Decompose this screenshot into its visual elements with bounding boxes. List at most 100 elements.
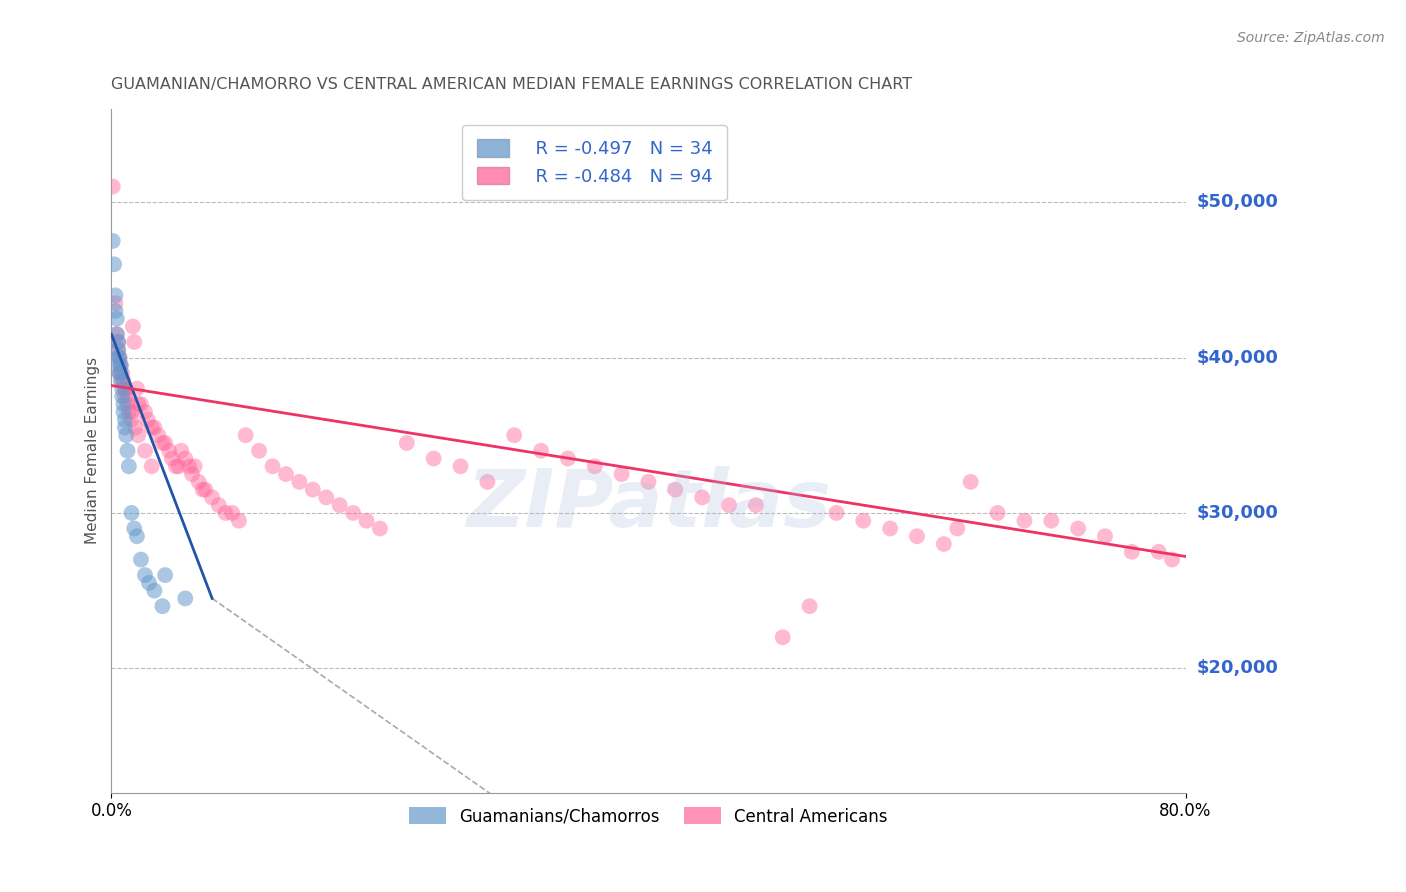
Point [987,506,1010,520]
Point [105,327,128,342]
Point [342,506,364,520]
Point [107,334,129,349]
Point [112,405,135,419]
Point [110,359,132,373]
Point [121,506,143,520]
Point [121,405,143,419]
Point [1121,545,1143,559]
Point [959,475,981,489]
Point [179,459,201,474]
Point [274,467,297,481]
Point [690,491,713,505]
Point [101,234,124,248]
Point [110,366,132,380]
Point [110,359,132,373]
Point [946,521,969,535]
Point [134,568,156,582]
Point [101,179,124,194]
Point [143,583,166,598]
Point [825,506,848,520]
Point [111,374,134,388]
Title: GUAMANIAN/CHAMORRO VS CENTRAL AMERICAN MEDIAN FEMALE EARNINGS CORRELATION CHART: GUAMANIAN/CHAMORRO VS CENTRAL AMERICAN M… [111,78,912,93]
Point [127,397,149,411]
Point [108,351,131,365]
Point [583,459,606,474]
Point [143,420,166,434]
Point [664,483,686,497]
Point [105,311,128,326]
Point [718,498,741,512]
Point [799,599,821,614]
Point [148,428,170,442]
Point [329,498,352,512]
Point [104,304,127,318]
Point [136,413,159,427]
Point [174,591,197,606]
Point [104,296,127,310]
Point [134,405,156,419]
Text: $40,000: $40,000 [1197,349,1278,367]
Point [114,413,136,427]
Point [129,397,152,411]
Point [852,514,875,528]
Point [637,475,659,489]
Point [170,443,193,458]
Point [160,451,183,466]
Point [107,343,129,357]
Point [214,506,236,520]
Point [114,382,136,396]
Point [114,389,136,403]
Point [118,459,141,474]
Point [181,467,204,481]
Point [1067,521,1090,535]
Point [115,428,138,442]
Point [122,521,145,535]
Point [114,382,136,396]
Point [110,374,132,388]
Point [932,537,955,551]
Point [153,568,176,582]
Point [772,630,794,644]
Y-axis label: Median Female Earnings: Median Female Earnings [86,357,100,544]
Point [153,436,176,450]
Point [117,443,139,458]
Point [117,389,139,403]
Point [134,443,156,458]
Point [152,436,174,450]
Point [103,257,125,271]
Point [228,514,250,528]
Point [112,374,135,388]
Point [165,459,187,474]
Point [422,451,444,466]
Point [315,491,337,505]
Point [114,420,136,434]
Point [395,436,418,450]
Point [111,366,134,380]
Point [122,334,145,349]
Point [108,366,131,380]
Point [183,459,205,474]
Text: $50,000: $50,000 [1197,194,1278,211]
Legend: Guamanians/Chamorros, Central Americans: Guamanians/Chamorros, Central Americans [402,801,894,832]
Point [141,420,163,434]
Point [191,483,214,497]
Point [557,451,579,466]
Point [1161,552,1184,566]
Point [208,498,231,512]
Point [108,366,131,380]
Point [235,428,257,442]
Text: ZIPatlas: ZIPatlas [465,467,831,544]
Point [157,443,180,458]
Point [152,599,174,614]
Point [108,351,131,365]
Point [356,514,378,528]
Point [530,443,553,458]
Point [477,475,499,489]
Point [1094,529,1116,543]
Point [121,413,143,427]
Point [1014,514,1036,528]
Point [368,521,391,535]
Point [221,506,243,520]
Text: $30,000: $30,000 [1197,504,1278,522]
Point [112,397,135,411]
